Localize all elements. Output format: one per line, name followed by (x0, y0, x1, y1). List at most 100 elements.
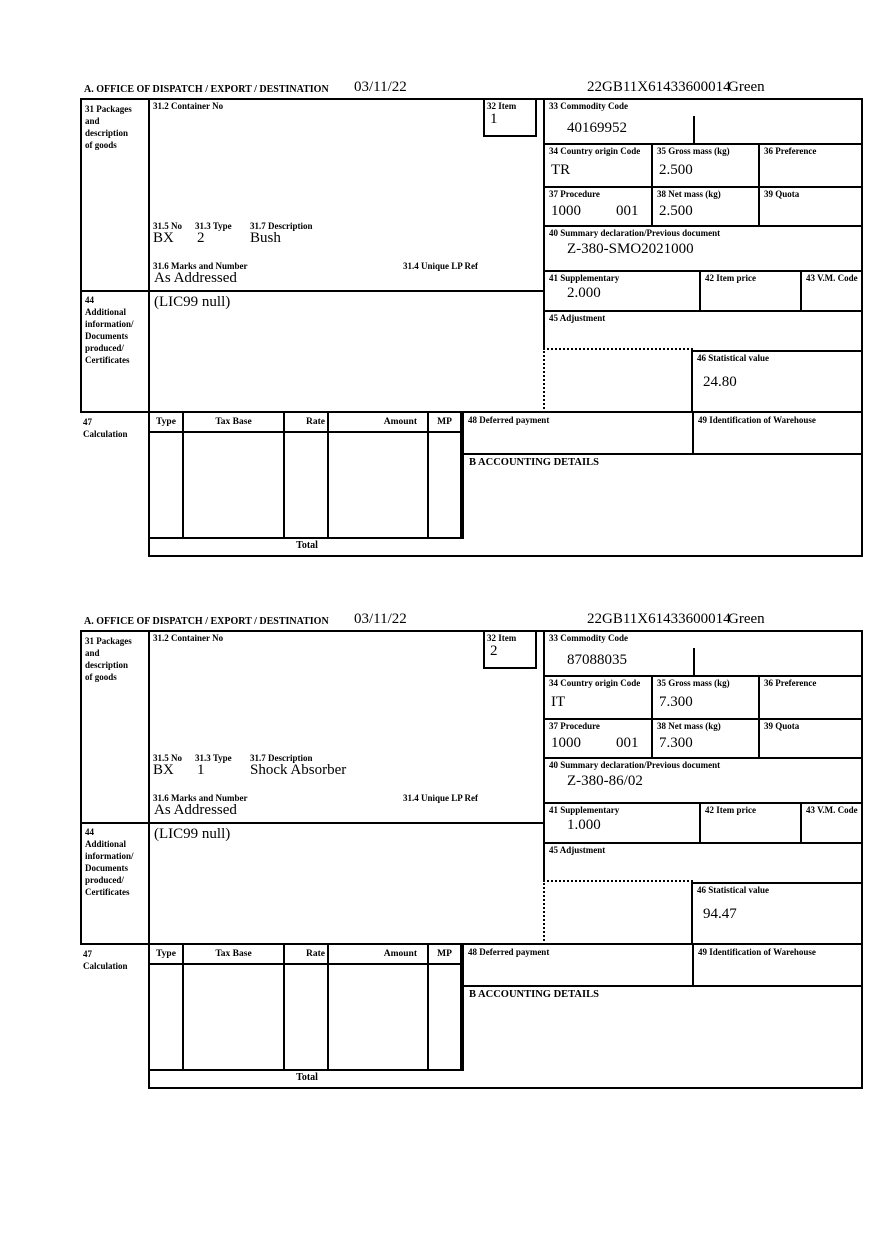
box37-procedure: 37 Procedure 1000 001 (543, 718, 653, 759)
box32-item: 32 Item 2 (483, 632, 537, 669)
summary-declaration-value: Z-380-SMO2021000 (567, 241, 694, 257)
item-price-label: 42 Item price (705, 273, 756, 283)
box41-supplementary: 41 Supplementary 1.000 (543, 802, 701, 844)
item-price-label: 42 Item price (705, 805, 756, 815)
box31-label-line: and (85, 116, 100, 126)
pkg-no-value: BX (153, 762, 174, 778)
calculation-total-row: Total (148, 537, 863, 557)
summary-declaration-label: 40 Summary declaration/Previous document (549, 760, 721, 770)
net-mass-label: 38 Net mass (kg) (657, 189, 721, 199)
procedure-value: 1000 (551, 735, 581, 751)
accounting-details-label: B ACCOUNTING DETAILS (469, 457, 599, 468)
container-no-label: 31.2 Container No (153, 633, 224, 643)
pkg-desc-label: 31.7 Description (250, 753, 313, 763)
additional-info-value: (LIC99 null) (154, 826, 231, 842)
summary-declaration-value: Z-380-86/02 (567, 773, 643, 789)
box47-calculation-label: 47 Calculation (83, 948, 128, 972)
box31-packages-label: 31 Packages and description of goods (80, 630, 150, 824)
marks-label: 31.6 Marks and Number (153, 793, 248, 803)
box31-goods-area: 31.2 Container No 32 Item 2 31.5 No 31.3… (148, 630, 545, 824)
box49-warehouse: 49 Identification of Warehouse (692, 411, 863, 455)
goods-description-value: Bush (250, 230, 281, 246)
box46-statistical-value: 46 Statistical value 94.47 (691, 882, 863, 945)
calc-type-header: Type (150, 413, 182, 433)
box32-item: 32 Item 1 (483, 100, 537, 137)
preference-label: 36 Preference (764, 678, 817, 688)
box46-statistical-value: 46 Statistical value 24.80 (691, 350, 863, 413)
commodity-code-value: 40169952 (567, 120, 627, 136)
box47-label-line: Calculation (83, 961, 128, 971)
commodity-code-label: 33 Commodity Code (549, 633, 628, 643)
calc-col-mp: MP (427, 413, 460, 537)
box47-label-line: 47 (83, 417, 92, 427)
country-origin-label: 34 Country origin Code (549, 678, 641, 688)
box43-vm-code: 43 V.M. Code (800, 270, 863, 312)
calc-col-rate: Rate (283, 413, 327, 537)
commodity-code-divider (693, 648, 695, 675)
warehouse-label: 49 Identification of Warehouse (698, 947, 816, 957)
calc-col-type: Type (150, 945, 182, 1069)
gross-mass-label: 35 Gross mass (kg) (657, 678, 730, 688)
summary-declaration-label: 40 Summary declaration/Previous document (549, 228, 721, 238)
box44-label-line: Documents (85, 863, 128, 873)
box43-vm-code: 43 V.M. Code (800, 802, 863, 844)
box31-label-line: 31 Packages (85, 104, 132, 114)
preference-label: 36 Preference (764, 146, 817, 156)
supplementary-label: 41 Supplementary (549, 273, 620, 283)
calc-col-tax-base: Tax Base (182, 945, 283, 1069)
box39-quota: 39 Quota (758, 718, 863, 759)
box31-label-line: description (85, 128, 129, 138)
total-label: Total (296, 1072, 318, 1083)
procedure-label: 37 Procedure (549, 721, 600, 731)
box49-warehouse: 49 Identification of Warehouse (692, 943, 863, 987)
box44-label-line: 44 (85, 827, 94, 837)
marks-value: As Addressed (154, 802, 237, 818)
box44-divider (148, 292, 150, 411)
commodity-code-value: 87088035 (567, 652, 627, 668)
country-origin-label: 34 Country origin Code (549, 146, 641, 156)
item-number-label: 32 Item (487, 633, 517, 643)
routing-status: Green (728, 611, 765, 627)
vm-code-label: 43 V.M. Code (806, 805, 858, 815)
box44-label-line: produced/ (85, 343, 124, 353)
box44-label-line: Additional (85, 307, 127, 317)
calc-col-rate: Rate (283, 945, 327, 1069)
box47-calculation-label: 47 Calculation (83, 416, 128, 440)
adjustment-dotted-region (543, 880, 693, 945)
mrn-number: 22GB11X61433600014 (587, 79, 731, 95)
declaration-item-form: A. OFFICE OF DISPATCH / EXPORT / DESTINA… (80, 610, 863, 1090)
country-origin-value: TR (551, 162, 571, 178)
box36-preference: 36 Preference (758, 143, 863, 188)
box47-label-line: 47 (83, 949, 92, 959)
calc-col-mp: MP (427, 945, 460, 1069)
box38-net-mass: 38 Net mass (kg) 2.500 (651, 186, 760, 227)
calc-mp-header: MP (429, 945, 460, 965)
calc-col-amount: Amount (327, 945, 427, 1069)
unique-lp-label: 31.4 Unique LP Ref (403, 793, 479, 803)
calc-rate-header: Rate (285, 945, 327, 965)
box31-goods-area: 31.2 Container No 32 Item 1 31.5 No 31.3… (148, 98, 545, 292)
deferred-payment-label: 48 Deferred payment (468, 415, 550, 425)
net-mass-value: 2.500 (659, 203, 693, 219)
adjustment-label: 45 Adjustment (549, 313, 606, 323)
box31-label-line: description (85, 660, 129, 670)
pkg-type-value: 1 (197, 762, 205, 778)
pkg-desc-label: 31.7 Description (250, 221, 313, 231)
box44-label-line: information/ (85, 319, 134, 329)
procedure-second-value: 001 (616, 203, 639, 219)
declaration-item-form: A. OFFICE OF DISPATCH / EXPORT / DESTINA… (80, 78, 863, 558)
box44-label-line: Certificates (85, 355, 130, 365)
vm-code-label: 43 V.M. Code (806, 273, 858, 283)
box41-supplementary: 41 Supplementary 2.000 (543, 270, 701, 312)
box31-packages-label: 31 Packages and description of goods (80, 98, 150, 292)
adjustment-label: 45 Adjustment (549, 845, 606, 855)
calc-rate-header: Rate (285, 413, 327, 433)
calc-tax-base-header: Tax Base (184, 413, 283, 433)
accounting-details-box: B ACCOUNTING DETAILS (462, 453, 863, 539)
box44-additional-info: 44 Additional information/ Documents pro… (80, 290, 545, 413)
box44-label: 44 Additional information/ Documents pro… (85, 826, 147, 898)
box40-summary-declaration: 40 Summary declaration/Previous document… (543, 757, 863, 804)
procedure-value: 1000 (551, 203, 581, 219)
supplementary-label: 41 Supplementary (549, 805, 620, 815)
